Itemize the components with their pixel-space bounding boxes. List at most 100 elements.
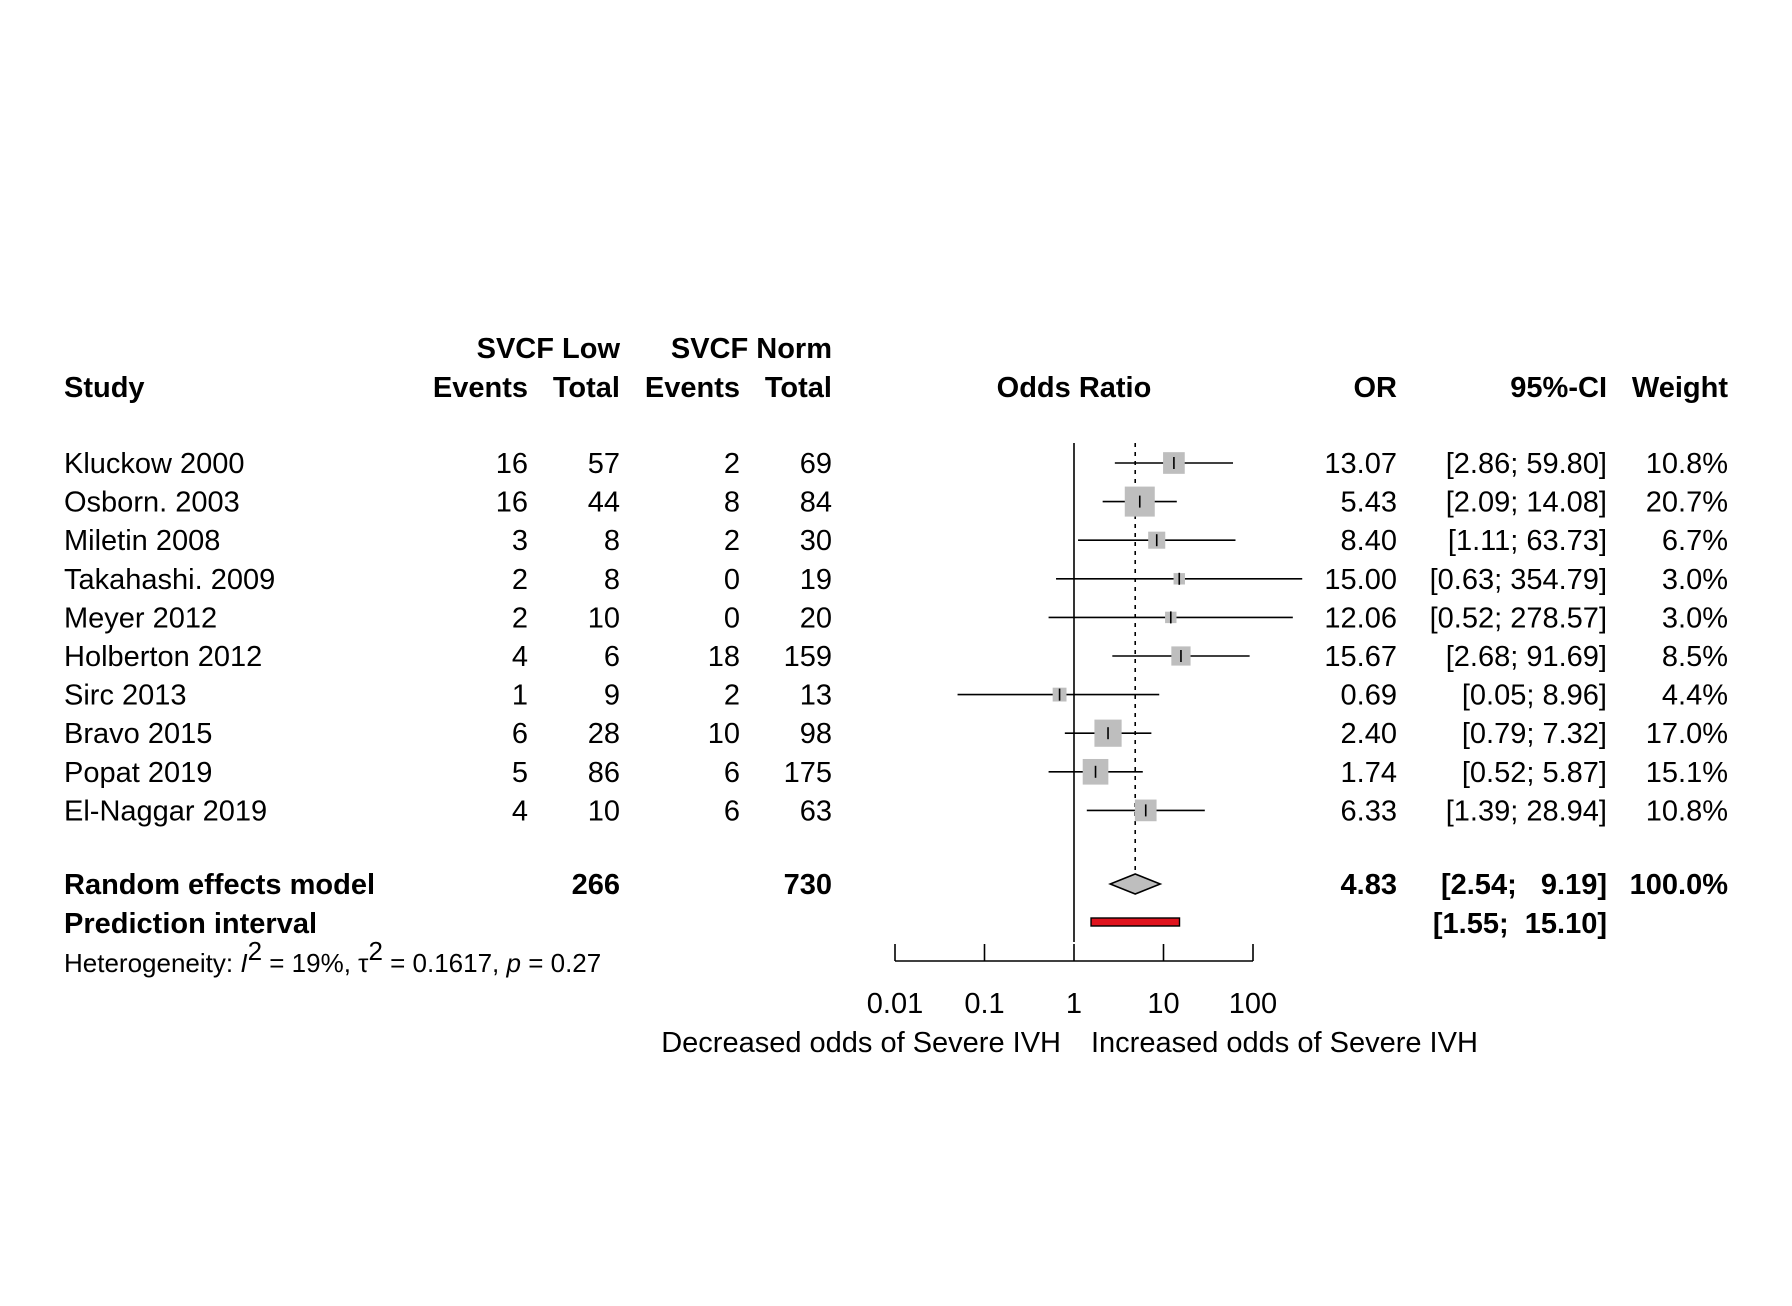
- events2-header: Events: [645, 372, 740, 404]
- study-name: Kluckow 2000: [64, 448, 245, 480]
- study-name: Sirc 2013: [64, 680, 187, 712]
- het-tau-sup: 2: [368, 936, 382, 966]
- events2-cell: 0: [724, 602, 740, 634]
- events1-cell: 6: [512, 718, 528, 750]
- or-header: OR: [1354, 372, 1398, 404]
- study-name: Miletin 2008: [64, 525, 220, 557]
- random-effects-ci: [2.54; 9.19]: [1441, 869, 1607, 901]
- study-name: El-Naggar 2019: [64, 795, 267, 827]
- total2-cell: 159: [784, 641, 832, 673]
- total1-cell: 10: [588, 602, 620, 634]
- plot-marks: [957, 443, 1303, 942]
- plot-title: Odds Ratio: [997, 372, 1152, 404]
- random-effects-total1: 266: [572, 869, 620, 901]
- random-effects-total2: 730: [784, 869, 832, 901]
- events2-cell: 0: [724, 564, 740, 596]
- total2-cell: 63: [800, 795, 832, 827]
- or-cell: 2.40: [1341, 718, 1397, 750]
- total2-cell: 98: [800, 718, 832, 750]
- het-i2-value: = 19%,: [262, 948, 358, 978]
- events1-cell: 4: [512, 795, 528, 827]
- events2-cell: 6: [724, 757, 740, 789]
- total1-cell: 10: [588, 795, 620, 827]
- total2-cell: 13: [800, 680, 832, 712]
- total1-cell: 28: [588, 718, 620, 750]
- events1-cell: 16: [496, 487, 528, 519]
- or-cell: 15.67: [1324, 641, 1397, 673]
- weight-cell: 10.8%: [1646, 448, 1728, 480]
- or-cell: 1.74: [1341, 757, 1397, 789]
- het-tau-value: = 0.1617,: [383, 948, 507, 978]
- table-header: SVCF Low SVCF Norm Study Events Total Ev…: [64, 333, 1728, 404]
- total1-cell: 57: [588, 448, 620, 480]
- heterogeneity-text: Heterogeneity: I2 = 19%, τ2 = 0.1617, p …: [64, 936, 601, 978]
- ci-cell: [1.11; 63.73]: [1448, 525, 1607, 557]
- events2-cell: 18: [708, 641, 740, 673]
- ci-cell: [0.63; 354.79]: [1430, 564, 1607, 596]
- total2-cell: 19: [800, 564, 832, 596]
- events1-cell: 1: [512, 680, 528, 712]
- ci-cell: [2.09; 14.08]: [1446, 487, 1607, 519]
- events1-cell: 4: [512, 641, 528, 673]
- ci-cell: [0.05; 8.96]: [1462, 680, 1607, 712]
- events2-cell: 2: [724, 680, 740, 712]
- x-axis: 0.01 0.1 1 10 100: [867, 944, 1277, 1020]
- ci-cell: [2.68; 91.69]: [1446, 641, 1607, 673]
- study-name: Holberton 2012: [64, 641, 262, 673]
- ci-cell: [0.52; 5.87]: [1462, 757, 1607, 789]
- pooled-diamond: [1108, 873, 1163, 895]
- prediction-interval-bar: [1090, 917, 1181, 927]
- het-i2-sup: 2: [248, 936, 262, 966]
- events2-cell: 2: [724, 448, 740, 480]
- total1-cell: 44: [588, 487, 620, 519]
- ci-cell: [0.52; 278.57]: [1430, 602, 1607, 634]
- weight-cell: 20.7%: [1646, 487, 1728, 519]
- random-effects-label: Random effects model: [64, 869, 375, 901]
- or-cell: 0.69: [1341, 680, 1397, 712]
- total2-header: Total: [765, 372, 832, 404]
- het-p-value: = 0.27: [521, 948, 601, 978]
- total2-cell: 69: [800, 448, 832, 480]
- events1-header: Events: [433, 372, 528, 404]
- het-tau-symbol: τ: [358, 948, 369, 978]
- events2-cell: 8: [724, 487, 740, 519]
- group1-header: SVCF Low: [477, 333, 621, 365]
- weight-cell: 8.5%: [1662, 641, 1728, 673]
- or-cell: 6.33: [1341, 795, 1397, 827]
- weight-cell: 3.0%: [1662, 602, 1728, 634]
- summary-row: Random effects model 266 730 4.83 [2.54;…: [64, 869, 1728, 940]
- total1-cell: 86: [588, 757, 620, 789]
- events1-cell: 2: [512, 564, 528, 596]
- prediction-ci: [1.55; 15.10]: [1433, 908, 1607, 940]
- total1-header: Total: [553, 372, 620, 404]
- ci-cell: [0.79; 7.32]: [1462, 718, 1607, 750]
- total2-cell: 84: [800, 487, 832, 519]
- events1-cell: 3: [512, 525, 528, 557]
- study-name: Osborn. 2003: [64, 487, 240, 519]
- total1-cell: 6: [604, 641, 620, 673]
- ci-cell: [2.86; 59.80]: [1446, 448, 1607, 480]
- study-rows: Kluckow 2000 16 57 2 69 13.07 [2.86; 59.80] 10.…: [64, 448, 1728, 827]
- het-prefix: Heterogeneity:: [64, 948, 240, 978]
- random-effects-or: 4.83: [1341, 869, 1397, 901]
- events1-cell: 5: [512, 757, 528, 789]
- events1-cell: 2: [512, 602, 528, 634]
- het-p-symbol: p: [506, 948, 521, 978]
- or-cell: 12.06: [1324, 602, 1397, 634]
- weight-cell: 10.8%: [1646, 795, 1728, 827]
- events1-cell: 16: [496, 448, 528, 480]
- weight-cell: 15.1%: [1646, 757, 1728, 789]
- weight-header: Weight: [1632, 372, 1728, 404]
- total1-cell: 8: [604, 564, 620, 596]
- total2-cell: 30: [800, 525, 832, 557]
- events2-cell: 6: [724, 795, 740, 827]
- x-axis-left-label: Decreased odds of Severe IVH: [661, 1027, 1061, 1059]
- x-axis-right-label: Increased odds of Severe IVH: [1091, 1027, 1478, 1059]
- ci-cell: [1.39; 28.94]: [1446, 795, 1607, 827]
- weight-cell: 4.4%: [1662, 680, 1728, 712]
- total1-cell: 8: [604, 525, 620, 557]
- or-cell: 5.43: [1341, 487, 1397, 519]
- axis-tick-label: 10: [1147, 988, 1179, 1020]
- or-cell: 15.00: [1324, 564, 1397, 596]
- or-cell: 8.40: [1341, 525, 1397, 557]
